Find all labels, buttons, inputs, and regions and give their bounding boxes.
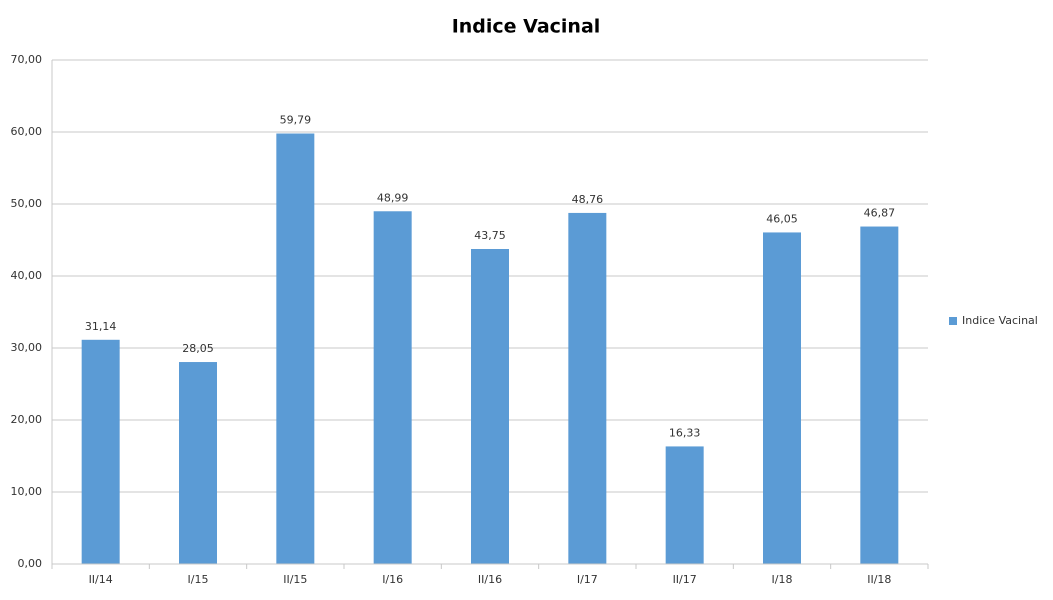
bar — [568, 212, 607, 565]
y-tick-label: 60,00 — [11, 125, 43, 138]
x-tick-label: II/15 — [283, 573, 307, 586]
x-tick-label: II/18 — [867, 573, 891, 586]
x-tick-label: II/17 — [673, 573, 697, 586]
bar — [276, 133, 315, 564]
data-label: 46,87 — [864, 207, 896, 220]
x-tick-label: I/17 — [577, 573, 598, 586]
data-label: 31,14 — [85, 320, 117, 333]
x-tick-label: I/15 — [188, 573, 209, 586]
y-tick-label: 20,00 — [11, 413, 43, 426]
y-tick-label: 30,00 — [11, 341, 43, 354]
x-tick-label: II/14 — [89, 573, 113, 586]
legend-label: Indice Vacinal — [962, 314, 1038, 327]
x-tick-label: I/16 — [382, 573, 403, 586]
data-label: 28,05 — [182, 342, 214, 355]
bar — [471, 249, 509, 564]
y-tick-label: 50,00 — [11, 197, 43, 210]
y-tick-label: 10,00 — [11, 485, 43, 498]
chart-title: Indice Vacinal — [452, 16, 601, 38]
data-label: 48,76 — [572, 193, 604, 206]
data-label: 43,75 — [474, 229, 506, 242]
x-tick-label: I/18 — [772, 573, 793, 586]
y-tick-label: 40,00 — [11, 269, 43, 282]
data-label: 59,79 — [280, 114, 312, 127]
data-label: 16,33 — [669, 426, 701, 439]
bar — [373, 211, 412, 564]
y-tick-label: 70,00 — [11, 53, 43, 66]
data-label: 48,99 — [377, 191, 409, 204]
bar — [763, 232, 801, 564]
bar — [179, 362, 217, 564]
y-tick-label: 0,00 — [18, 557, 43, 570]
bar — [860, 226, 899, 564]
legend-swatch — [949, 317, 957, 325]
bar — [81, 339, 120, 564]
x-tick-label: II/16 — [478, 573, 502, 586]
bar — [665, 446, 704, 564]
data-label: 46,05 — [766, 212, 798, 225]
